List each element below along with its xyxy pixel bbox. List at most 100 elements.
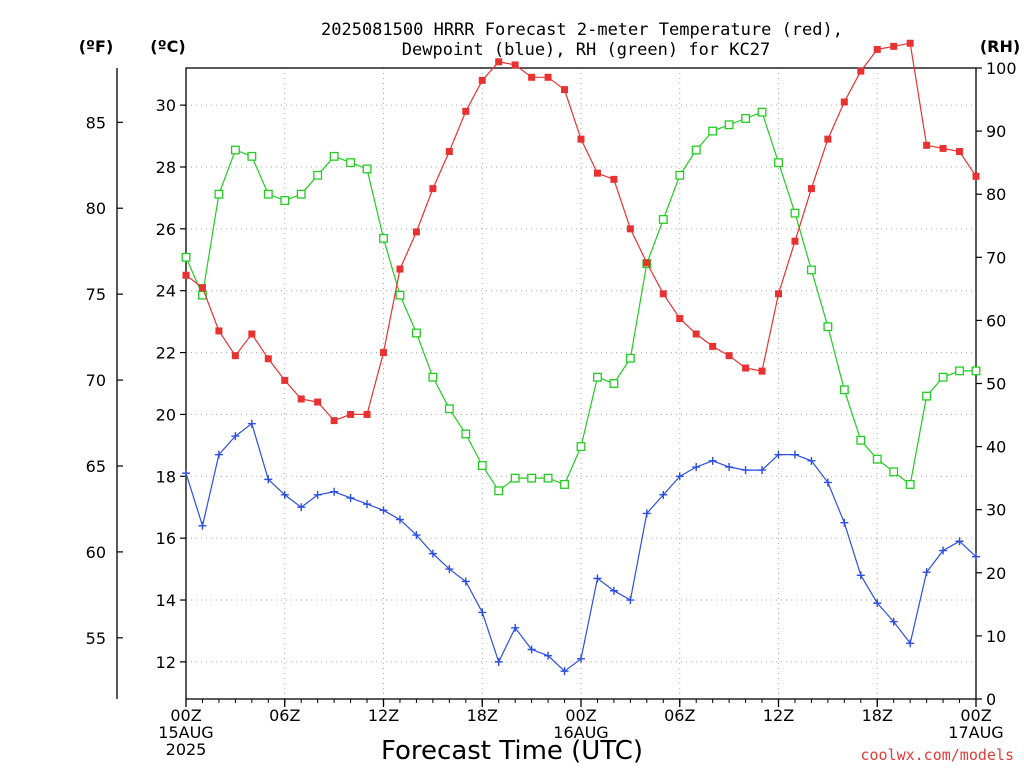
data-point [774,158,783,168]
fahrenheit-tick-label: 60 [86,543,106,562]
data-point [181,252,191,262]
data-point [659,490,668,499]
data-point [462,107,470,115]
data-point [840,98,848,106]
data-point [971,366,981,376]
data-point [313,490,322,499]
data-point [346,158,356,168]
data-point [972,172,980,180]
data-point [708,456,717,465]
data-point [281,376,289,384]
data-point [527,645,536,654]
celsius-tick-label: 20 [156,405,176,424]
data-point [363,410,371,418]
data-point [922,568,931,577]
series-dewpoint [182,419,980,676]
celsius-tick-label: 18 [156,467,176,486]
data-point [263,189,273,199]
data-point [494,657,503,666]
data-point [857,67,865,75]
x-tick-label: 15AUG [158,723,213,742]
data-point [823,478,832,487]
celsius-tick-label: 30 [156,96,176,115]
data-point [264,475,273,484]
rh-tick-label: 100 [986,59,1017,78]
rh-axis-unit: (RH) [980,37,1020,56]
data-point [791,237,799,245]
x-tick-label: 12Z [763,706,794,725]
x-tick-label: 00Z [565,706,596,725]
fahrenheit-tick-label: 85 [86,113,106,132]
fahrenheit-tick-label: 75 [86,285,106,304]
data-point [330,487,339,496]
celsius-tick-label: 24 [156,282,176,301]
rh-tick-label: 0 [986,690,996,709]
data-point [807,456,816,465]
data-point [609,379,619,388]
x-axis-title: Forecast Time (UTC) [381,736,643,766]
data-point [593,574,602,583]
data-point [725,352,733,360]
data-point [956,148,964,156]
x-tick-label: 18Z [862,706,893,725]
data-point [889,467,899,477]
data-point [429,185,437,193]
data-point [444,404,454,414]
data-point [544,651,553,660]
data-point [708,126,718,136]
data-point [560,667,569,676]
data-point [297,503,306,512]
data-point [264,355,272,363]
data-point [362,164,372,174]
data-point [478,608,487,617]
data-point [626,596,635,605]
data-point [214,189,224,199]
data-point [806,265,816,275]
fahrenheit-tick-label: 70 [86,371,106,390]
data-point [824,135,832,143]
rh-tick-label: 20 [986,564,1006,583]
data-point [823,322,833,332]
data-point [872,454,882,464]
data-point [445,148,453,156]
fahrenheit-axis-unit: (ºF) [79,37,114,56]
data-point [790,450,799,459]
series-temperature [182,39,980,425]
x-tick-label: 16AUG [553,723,608,742]
data-point [214,450,223,459]
x-tick-label: 12Z [368,706,399,725]
grid-lines [186,68,976,699]
series-line [185,42,977,422]
data-point [379,506,388,515]
data-point [955,537,964,546]
data-point [379,233,388,243]
data-point [725,463,734,472]
rh-tick-label: 30 [986,501,1006,520]
rh-axis: 0 10 20 30 40 50 60 70 80 90 100 [976,59,1017,709]
data-point [280,490,289,499]
data-point [839,385,849,395]
data-point [198,284,206,292]
data-point [395,290,405,300]
data-point [477,461,487,470]
rh-tick-label: 80 [986,185,1006,204]
x-tick-label: 06Z [269,706,300,725]
data-point [510,473,520,483]
data-point [313,170,323,180]
celsius-axis: 12 14 16 18 20 22 24 26 28 30 [156,96,186,672]
x-tick-label: 00Z [960,706,991,725]
series-line [185,422,977,672]
chart-title-line-2: Dewpoint (blue), RH (green) for KC27 [402,40,770,60]
data-point [741,466,750,475]
data-point [577,654,585,663]
data-point [757,107,767,117]
celsius-tick-label: 12 [156,653,176,672]
data-point [758,367,766,375]
data-point [363,500,372,509]
data-point [724,120,734,130]
rh-tick-label: 70 [986,248,1006,267]
data-point [412,531,421,540]
data-point [527,473,537,483]
data-point [461,429,471,439]
